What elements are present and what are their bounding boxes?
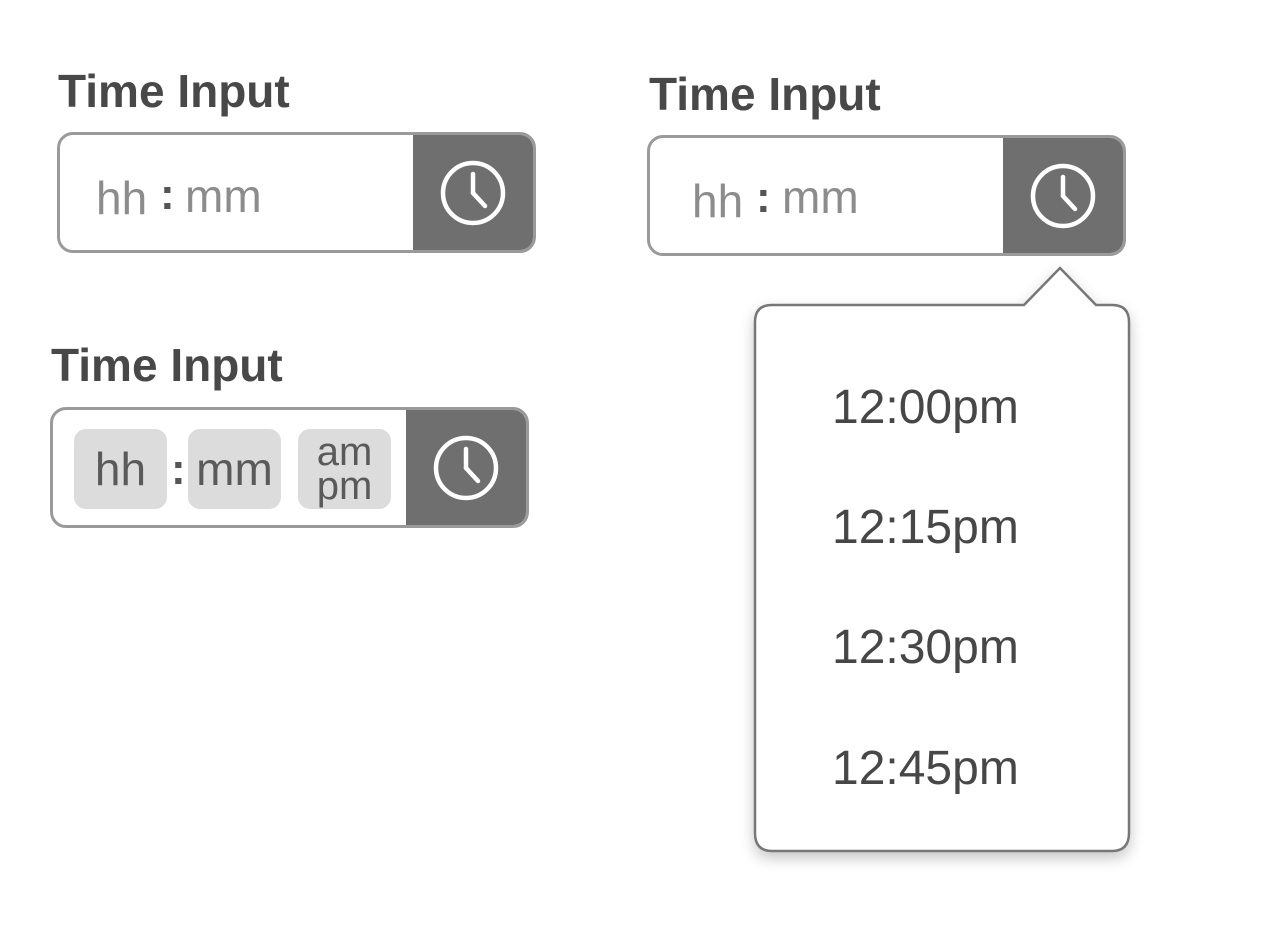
time-input-label-3: Time Input	[51, 339, 283, 391]
time-option-1245[interactable]: 12:45pm	[832, 742, 1019, 795]
hour-segment[interactable]: hh	[74, 429, 167, 509]
minute-placeholder[interactable]: mm	[185, 170, 262, 222]
clock-icon	[433, 435, 499, 500]
time-separator: :	[756, 173, 771, 222]
time-option-1215[interactable]: 12:15pm	[832, 501, 1019, 554]
clock-icon	[1030, 163, 1096, 228]
dropdown-options: 12:00pm 12:15pm 12:30pm 12:45pm	[756, 306, 1128, 850]
time-separator: :	[160, 170, 175, 219]
time-input-label-2: Time Input	[649, 68, 881, 120]
clock-button[interactable]	[413, 135, 533, 250]
clock-button[interactable]	[1003, 138, 1123, 253]
minute-segment[interactable]: mm	[188, 429, 281, 509]
ampm-segment[interactable]: am pm	[298, 429, 391, 509]
clock-icon	[440, 160, 506, 225]
am-option[interactable]: am	[316, 429, 373, 474]
minute-placeholder[interactable]: mm	[782, 171, 859, 223]
hour-placeholder[interactable]: hh	[692, 175, 744, 227]
time-input-3[interactable]: hh : mm am pm	[50, 407, 529, 528]
time-option-1200[interactable]: 12:00pm	[832, 381, 1019, 434]
time-input-1[interactable]: hh : mm	[57, 132, 536, 253]
clock-button[interactable]	[406, 410, 526, 525]
time-input-2[interactable]: hh : mm	[647, 135, 1126, 256]
time-separator: :	[171, 445, 186, 494]
time-input-label-1: Time Input	[58, 65, 290, 117]
pm-option[interactable]: pm	[316, 464, 373, 508]
hour-placeholder[interactable]: hh	[96, 172, 148, 224]
time-option-1230[interactable]: 12:30pm	[832, 621, 1019, 674]
